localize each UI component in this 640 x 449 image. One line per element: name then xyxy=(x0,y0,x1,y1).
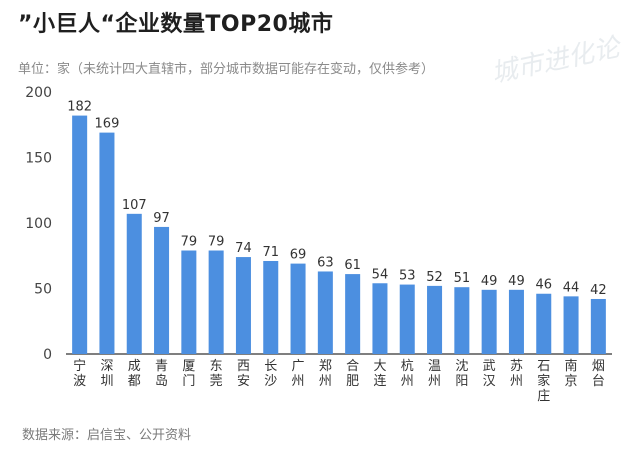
x-tick-label: 宁波 xyxy=(73,358,86,389)
bar-value-label: 74 xyxy=(235,241,252,256)
bar xyxy=(72,115,88,354)
x-tick-label: 郑州 xyxy=(319,359,332,389)
bar-value-label: 44 xyxy=(563,280,580,295)
x-tick-label: 深圳 xyxy=(100,359,113,389)
bar xyxy=(427,285,443,354)
bar xyxy=(263,260,279,354)
bar-value-label: 63 xyxy=(317,255,334,270)
x-tick-label: 西安 xyxy=(237,359,250,389)
bar xyxy=(536,293,552,354)
bar xyxy=(208,250,224,354)
x-tick-label: 东莞 xyxy=(210,359,223,389)
y-tick-label: 50 xyxy=(34,282,52,298)
bar-value-label: 107 xyxy=(122,198,147,213)
bar-value-label: 53 xyxy=(399,269,416,284)
bar-value-label: 61 xyxy=(344,258,361,273)
x-tick-label: 苏州 xyxy=(510,358,523,389)
bar-value-label: 49 xyxy=(481,274,498,289)
bar-value-label: 51 xyxy=(454,271,471,286)
x-tick-label: 石家庄 xyxy=(537,359,550,404)
bar xyxy=(481,289,497,354)
x-tick-label: 长沙 xyxy=(264,359,277,389)
x-tick-label: 成都 xyxy=(128,359,141,389)
bar-value-label: 69 xyxy=(290,248,307,263)
bar xyxy=(508,289,524,354)
bar-value-label: 54 xyxy=(372,267,389,282)
x-tick-label: 武汉 xyxy=(483,359,496,389)
bar xyxy=(454,287,470,354)
bar xyxy=(372,283,388,354)
x-tick-label: 广州 xyxy=(292,359,305,389)
chart-title: ”小巨人“企业数量TOP20城市 xyxy=(18,12,334,37)
x-tick-label: 温州 xyxy=(428,359,441,389)
bar xyxy=(399,284,415,354)
bar-value-label: 46 xyxy=(535,278,552,293)
bar xyxy=(590,298,606,354)
bar-value-label: 97 xyxy=(153,211,170,226)
chart-subtitle: 单位：家（未统计四大直辖市，部分城市数据可能存在变动，仅供参考） xyxy=(18,62,435,77)
bar-value-label: 71 xyxy=(262,245,279,260)
y-tick-label: 150 xyxy=(25,151,52,167)
bar xyxy=(99,132,115,354)
bar xyxy=(345,274,361,354)
bar xyxy=(563,296,579,354)
bar-value-label: 79 xyxy=(208,235,225,250)
x-tick-label: 大连 xyxy=(373,359,386,389)
x-tick-label: 沈阳 xyxy=(455,359,468,389)
x-tick-label: 合肥 xyxy=(346,359,359,389)
data-source-note: 数据来源：启信宝、公开资料 xyxy=(22,428,192,443)
x-tick-label: 厦门 xyxy=(182,359,195,389)
bar xyxy=(181,250,197,354)
bar xyxy=(290,263,306,354)
bar-value-label: 52 xyxy=(426,270,443,285)
bar xyxy=(235,257,251,354)
x-tick-label: 烟台 xyxy=(592,359,605,389)
y-tick-label: 200 xyxy=(25,85,52,101)
bar-value-label: 49 xyxy=(508,274,525,289)
x-tick-label: 青岛 xyxy=(155,359,168,389)
y-tick-label: 0 xyxy=(43,347,52,363)
bar-value-label: 42 xyxy=(590,283,607,298)
bar xyxy=(317,271,333,354)
bar-value-label: 182 xyxy=(67,100,92,115)
bar xyxy=(154,226,170,354)
bar xyxy=(126,213,142,354)
y-tick-label: 100 xyxy=(25,216,52,232)
bar-value-label: 169 xyxy=(95,117,120,132)
x-tick-label: 南京 xyxy=(565,358,578,389)
bar-value-label: 79 xyxy=(181,235,198,250)
x-tick-label: 杭州 xyxy=(401,359,414,389)
